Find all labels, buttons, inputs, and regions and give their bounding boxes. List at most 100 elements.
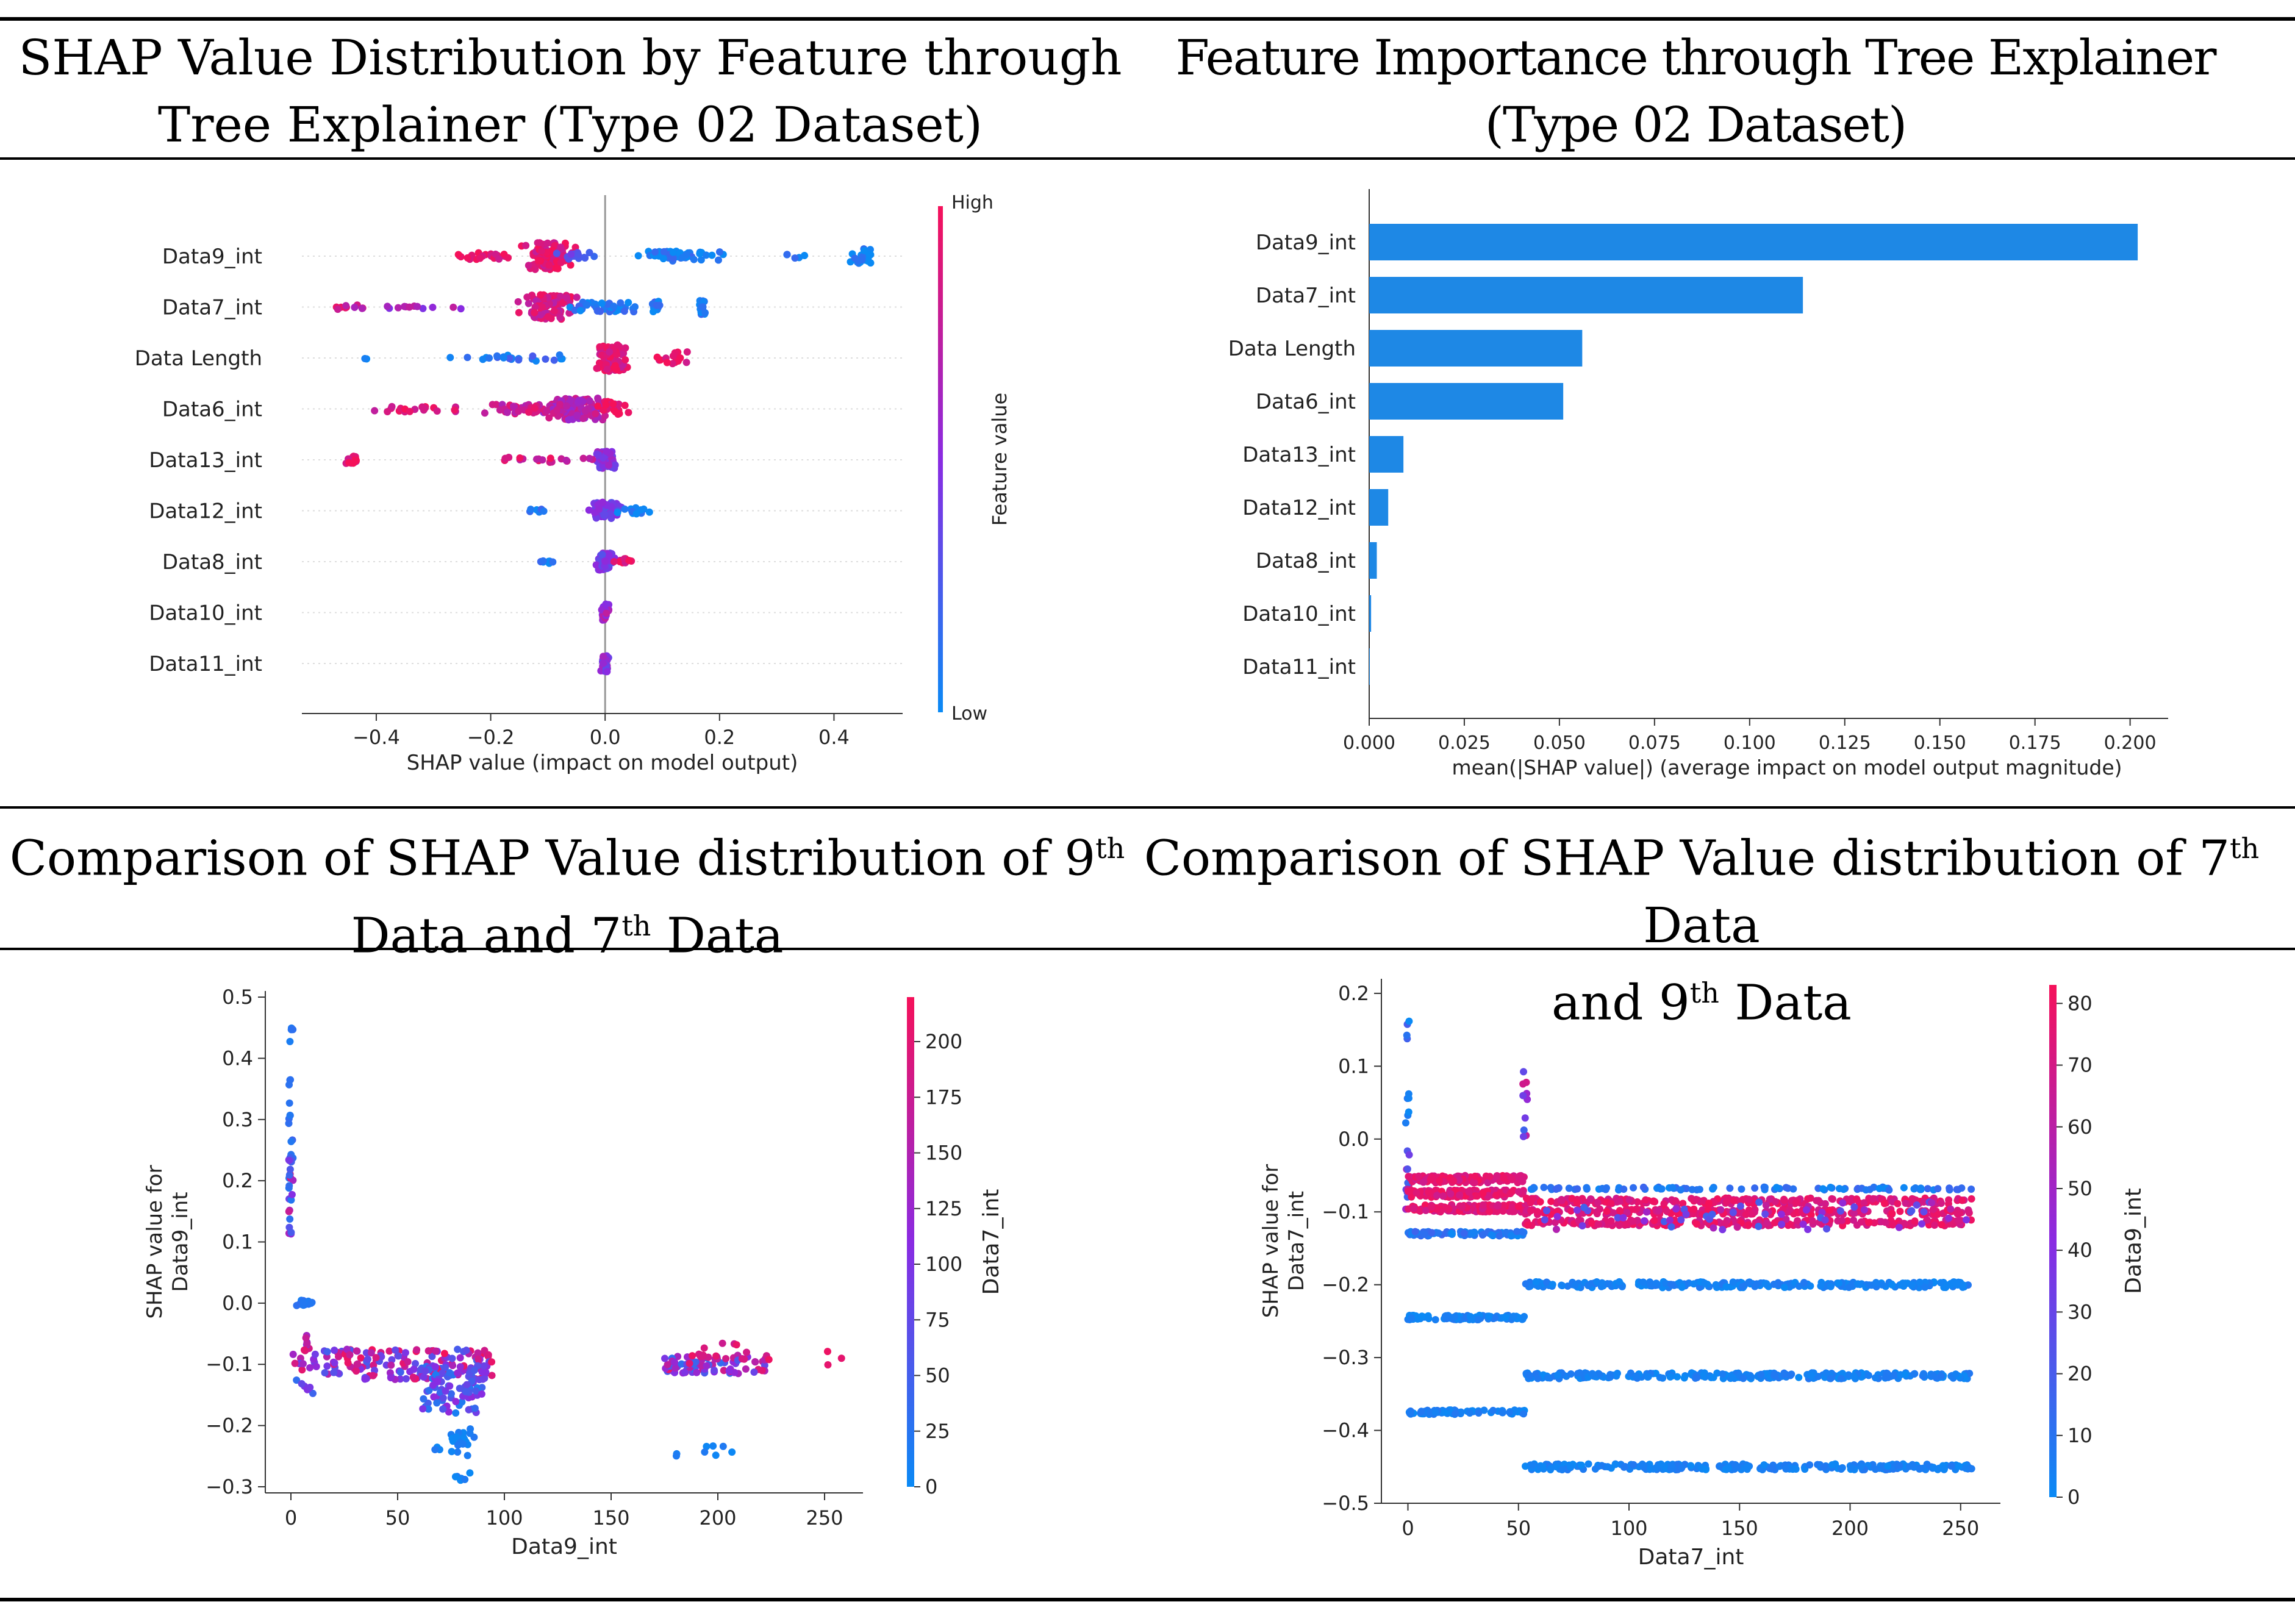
shap-dot bbox=[696, 306, 704, 313]
shap-dot bbox=[1442, 1206, 1450, 1214]
shap-dot bbox=[568, 413, 576, 421]
shap-dot bbox=[1425, 1187, 1433, 1195]
shap-dot bbox=[1601, 1463, 1609, 1471]
shap-dot bbox=[596, 307, 604, 315]
shap-dot bbox=[331, 1364, 339, 1372]
shap-dot bbox=[1738, 1185, 1745, 1193]
shap-dot bbox=[1470, 1186, 1478, 1194]
shap-dot bbox=[743, 1353, 751, 1361]
shap-dot bbox=[1727, 1208, 1735, 1216]
shap-dot bbox=[623, 363, 631, 371]
shap-dot bbox=[616, 558, 624, 566]
shap-dot bbox=[1722, 1464, 1730, 1472]
shap-dot bbox=[1710, 1184, 1717, 1192]
shap-dot bbox=[612, 351, 620, 359]
shap-dot bbox=[601, 656, 609, 664]
shap-dot bbox=[857, 251, 865, 259]
shap-dot bbox=[476, 1365, 484, 1373]
shap-dot bbox=[1430, 1177, 1438, 1185]
shap-dot bbox=[1591, 1279, 1599, 1287]
panel4-title-mid1: Data bbox=[1643, 896, 1760, 954]
shap-dot bbox=[609, 346, 617, 354]
shap-dot bbox=[1925, 1198, 1933, 1206]
bar-category-label: Data7_int bbox=[1256, 284, 1356, 308]
shap-dot bbox=[1603, 1198, 1611, 1206]
shap-dot bbox=[1856, 1281, 1864, 1289]
shap-dot bbox=[306, 1383, 314, 1391]
shap-dot bbox=[1877, 1462, 1885, 1470]
shap-dot bbox=[1405, 1205, 1412, 1213]
shap-dot bbox=[1731, 1461, 1739, 1468]
shap-dot bbox=[634, 252, 642, 260]
shap-dot bbox=[558, 355, 566, 363]
shap-dot bbox=[1819, 1207, 1827, 1215]
shap-dot bbox=[1774, 1279, 1782, 1287]
shap-dot bbox=[1891, 1220, 1899, 1228]
shap-dot bbox=[1436, 1190, 1444, 1198]
shap-dot bbox=[1794, 1221, 1802, 1229]
shap-dot bbox=[1721, 1220, 1729, 1228]
shap-dot bbox=[731, 1368, 739, 1376]
shap-dot bbox=[1770, 1280, 1778, 1288]
x-tick-label: 0.4 bbox=[818, 726, 850, 749]
shap-dot bbox=[1416, 1175, 1424, 1182]
shap-dot bbox=[1420, 1410, 1428, 1418]
shap-dot bbox=[600, 354, 608, 362]
shap-dot bbox=[323, 1348, 331, 1356]
shap-dot bbox=[1519, 1231, 1527, 1239]
shap-dot bbox=[1522, 1078, 1530, 1086]
shap-dot bbox=[1456, 1202, 1464, 1210]
shap-dot bbox=[599, 462, 607, 470]
shap-dot bbox=[1819, 1185, 1827, 1193]
shap-dot bbox=[541, 292, 549, 299]
shap-dot bbox=[1919, 1211, 1927, 1218]
shap-dot bbox=[1804, 1225, 1812, 1233]
shap-dot bbox=[455, 1401, 463, 1409]
shap-dot bbox=[1878, 1195, 1886, 1203]
shap-dot bbox=[1594, 1370, 1602, 1378]
shap-dot bbox=[683, 348, 691, 356]
colorbar-tick-label: 0 bbox=[925, 1475, 937, 1498]
shap-dot bbox=[1924, 1281, 1932, 1289]
shap-dot bbox=[1533, 1196, 1541, 1204]
shap-dot bbox=[499, 353, 507, 361]
shap-dot bbox=[1965, 1464, 1973, 1472]
shap-dot bbox=[1513, 1230, 1520, 1238]
shap-dot bbox=[598, 606, 606, 613]
shap-dot bbox=[1930, 1279, 1938, 1287]
shap-dot bbox=[1481, 1205, 1489, 1213]
shap-dot bbox=[1631, 1206, 1639, 1214]
shap-dot bbox=[606, 509, 614, 517]
shap-dot bbox=[1653, 1217, 1661, 1225]
shap-dot bbox=[1932, 1370, 1939, 1378]
shap-dot bbox=[1580, 1465, 1588, 1473]
shap-dot bbox=[608, 343, 616, 351]
shap-dot bbox=[734, 1356, 742, 1364]
shap-dot bbox=[551, 241, 559, 249]
shap-dot bbox=[429, 1381, 437, 1389]
shap-dot bbox=[619, 349, 627, 357]
shap-dot bbox=[1511, 1408, 1519, 1415]
shap-dot bbox=[1587, 1207, 1595, 1215]
shap-dot bbox=[550, 402, 557, 410]
shap-dot bbox=[1853, 1196, 1861, 1204]
shap-dot bbox=[1821, 1186, 1828, 1194]
shap-dot bbox=[1564, 1282, 1572, 1290]
shap-dot bbox=[603, 551, 611, 559]
shap-dot bbox=[1699, 1206, 1706, 1214]
shap-dot bbox=[1411, 1188, 1419, 1196]
shap-dot bbox=[651, 252, 659, 260]
shap-dot bbox=[607, 343, 615, 351]
shap-dot bbox=[669, 248, 677, 256]
shap-dot bbox=[507, 356, 515, 363]
shap-dot bbox=[1587, 1279, 1595, 1287]
shap-dot bbox=[594, 402, 602, 410]
shap-dot bbox=[1649, 1370, 1657, 1378]
shap-dot bbox=[1953, 1217, 1961, 1225]
shap-dot bbox=[1403, 1189, 1411, 1197]
shap-dot bbox=[429, 1368, 437, 1376]
shap-dot bbox=[1842, 1280, 1850, 1288]
shap-dot bbox=[1526, 1282, 1534, 1290]
shap-dot bbox=[384, 407, 392, 415]
shap-dot bbox=[453, 1473, 461, 1481]
